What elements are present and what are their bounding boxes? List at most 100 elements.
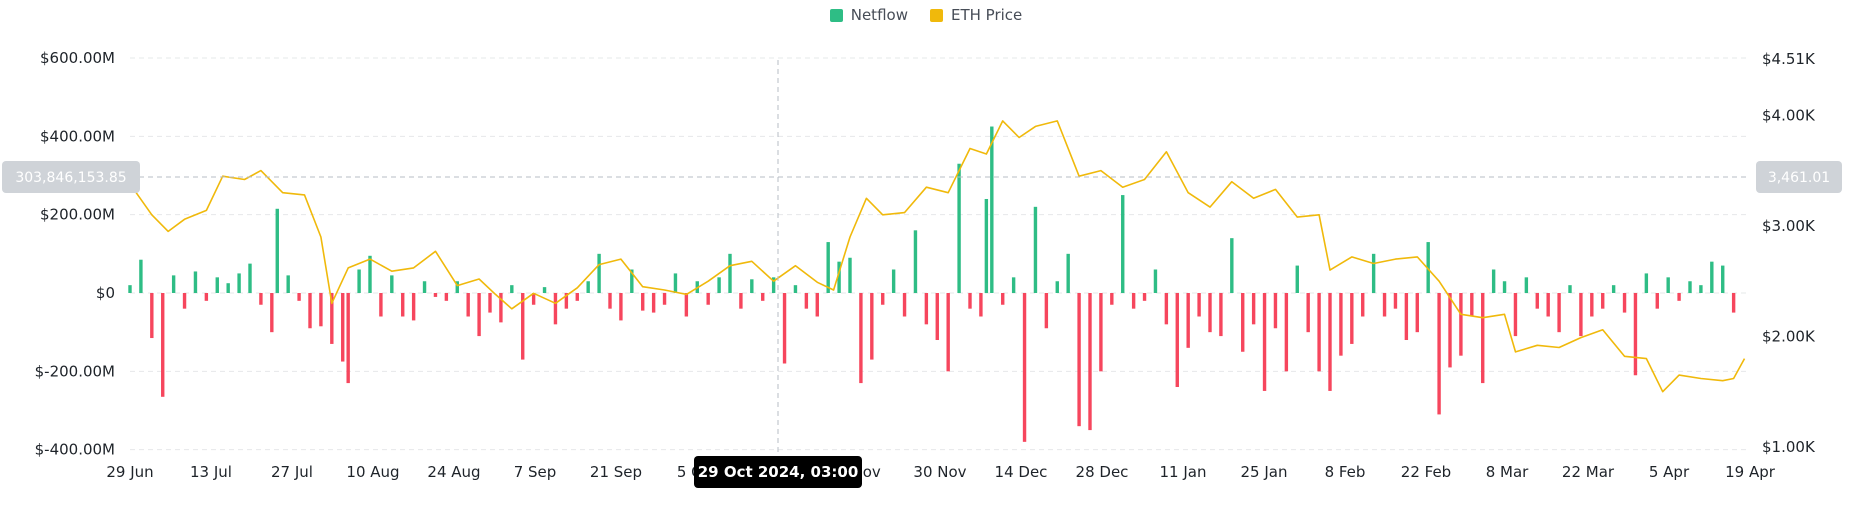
netflow-bar bbox=[1393, 293, 1398, 309]
netflow-bar bbox=[619, 293, 623, 321]
netflow-bar bbox=[1197, 293, 1201, 317]
netflow-bar bbox=[761, 293, 765, 301]
netflow-bar bbox=[488, 293, 492, 313]
netflow-bar bbox=[1361, 293, 1365, 317]
netflow-bar bbox=[1655, 293, 1659, 309]
netflow-bar bbox=[422, 281, 427, 293]
netflow-bar bbox=[717, 277, 721, 293]
y-left-tick-label: $200.00M bbox=[40, 206, 115, 224]
netflow-bar bbox=[750, 279, 754, 293]
netflow-bar bbox=[1121, 195, 1125, 293]
netflow-bar bbox=[1295, 265, 1299, 293]
netflow-bar bbox=[586, 281, 590, 293]
y-left-tick-label: $-400.00M bbox=[35, 441, 115, 459]
netflow-bar bbox=[477, 293, 481, 337]
netflow-bar bbox=[1339, 293, 1343, 356]
netflow-bar bbox=[1611, 285, 1616, 293]
netflow-bar bbox=[237, 273, 241, 293]
netflow-bar bbox=[891, 269, 896, 293]
netflow-bar bbox=[466, 293, 470, 317]
netflow-bar bbox=[1535, 293, 1539, 309]
netflow-bar bbox=[193, 271, 198, 293]
netflow-bar bbox=[542, 287, 547, 293]
netflow-bar bbox=[1481, 293, 1485, 384]
netflow-bar bbox=[204, 293, 209, 301]
y-left-tick-label: $0 bbox=[96, 284, 115, 302]
x-tick-label: 8 Mar bbox=[1486, 463, 1529, 481]
netflow-bar bbox=[771, 277, 776, 293]
y-right-tick-label: $4.00K bbox=[1762, 106, 1816, 124]
netflow-bar bbox=[444, 293, 449, 301]
netflow-bar bbox=[1644, 273, 1649, 293]
netflow-bar bbox=[1273, 293, 1278, 329]
netflow-bar bbox=[226, 283, 230, 293]
netflow-bar bbox=[1633, 293, 1638, 376]
netflow-bar bbox=[630, 269, 634, 293]
netflow-bar bbox=[1524, 277, 1529, 293]
netflow-bar bbox=[1077, 293, 1081, 427]
netflow-bar bbox=[597, 253, 601, 293]
netflow-bar bbox=[1491, 269, 1496, 293]
netflow-bar bbox=[1437, 293, 1441, 415]
netflow-bar bbox=[1415, 293, 1419, 333]
netflow-bar bbox=[1666, 277, 1670, 293]
netflow-bar bbox=[286, 275, 290, 293]
netflow-bar bbox=[1513, 293, 1518, 337]
eth-price-swatch-icon bbox=[929, 8, 943, 22]
x-tick-label: 13 Jul bbox=[190, 463, 232, 481]
netflow-bar bbox=[826, 242, 830, 293]
netflow-bar bbox=[1175, 293, 1179, 388]
netflow-bar bbox=[1688, 281, 1692, 293]
netflow-bar bbox=[1590, 293, 1594, 317]
netflow-bar bbox=[1186, 293, 1190, 348]
netflow-bar bbox=[1502, 281, 1507, 293]
crosshair-right-value: 3,461.01 bbox=[1768, 170, 1830, 186]
netflow-bar bbox=[728, 253, 732, 293]
netflow-bar bbox=[1033, 206, 1038, 293]
netflow-bar bbox=[793, 285, 798, 293]
y-right-tick-label: $1.00K bbox=[1762, 438, 1816, 456]
netflow-bar bbox=[1404, 293, 1409, 341]
netflow-bar bbox=[1328, 293, 1332, 391]
netflow-bar bbox=[1382, 293, 1387, 317]
netflow-bar bbox=[1350, 293, 1354, 344]
netflow-bar bbox=[782, 293, 787, 364]
netflow-bar bbox=[171, 275, 176, 293]
y-right-tick-label: $3.00K bbox=[1762, 217, 1816, 235]
netflow-bar bbox=[1088, 293, 1092, 431]
netflow-bar bbox=[1251, 293, 1256, 325]
netflow-bar bbox=[319, 293, 323, 327]
netflow-bar bbox=[341, 293, 345, 362]
netflow-bar bbox=[651, 293, 656, 313]
netflow-bar bbox=[1153, 269, 1158, 293]
y-right-tick-label: $4.51K bbox=[1762, 50, 1816, 68]
netflow-bar bbox=[641, 293, 645, 311]
legend-item-netflow[interactable]: Netflow bbox=[829, 6, 908, 24]
netflow-bar bbox=[390, 275, 394, 293]
netflow-bar bbox=[1459, 293, 1463, 356]
netflow-bar bbox=[870, 293, 874, 360]
legend-label-eth-price: ETH Price bbox=[950, 6, 1023, 24]
netflow-bar bbox=[1371, 253, 1376, 293]
netflow-bar bbox=[1677, 293, 1681, 301]
legend-label-netflow: Netflow bbox=[850, 6, 908, 24]
netflow-bar bbox=[128, 285, 132, 293]
netflow-bar bbox=[1262, 293, 1267, 391]
netflow-bar bbox=[662, 293, 667, 305]
netflow-bar bbox=[564, 293, 569, 309]
netflow-bar bbox=[1557, 293, 1561, 333]
netflow-bar bbox=[1579, 293, 1583, 337]
x-tick-label: 25 Jan bbox=[1241, 463, 1288, 481]
x-tick-label: 5 Apr bbox=[1649, 463, 1690, 481]
x-tick-label: 22 Mar bbox=[1562, 463, 1615, 481]
netflow-bar bbox=[411, 293, 416, 321]
netflow-bar bbox=[673, 273, 678, 293]
legend-item-eth-price[interactable]: ETH Price bbox=[929, 6, 1023, 24]
netflow-bar bbox=[1142, 293, 1147, 301]
netflow-bar bbox=[150, 293, 154, 339]
netflow-bar bbox=[161, 293, 165, 397]
netflow-bar bbox=[1230, 238, 1234, 293]
netflow-bar bbox=[553, 293, 558, 325]
netflow-bar bbox=[924, 293, 929, 325]
